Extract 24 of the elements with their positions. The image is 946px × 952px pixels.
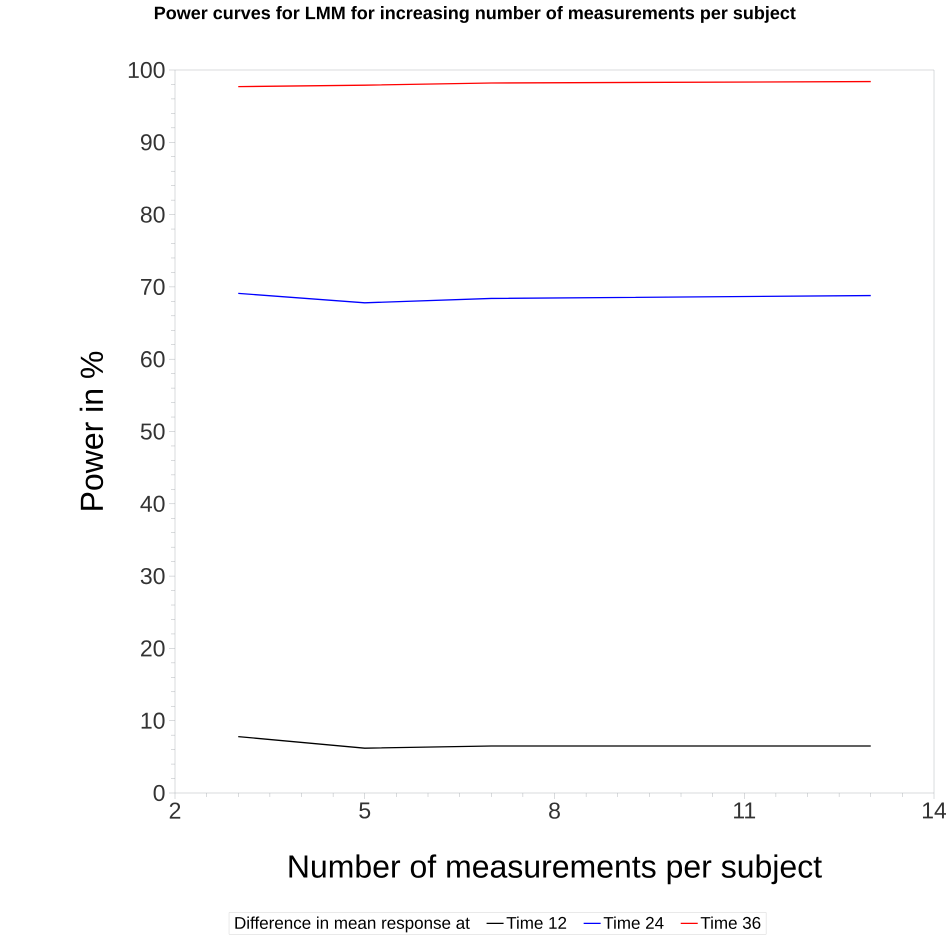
y-tick-label: 20 (141, 640, 165, 657)
y-tick-label: 100 (128, 62, 165, 78)
y-tick-label: 40 (140, 496, 165, 512)
y-tick-label: 90 (140, 134, 165, 150)
x-tick-label: 2 (170, 802, 180, 819)
line-series (238, 292, 872, 304)
x-tick-label: 14 (922, 802, 946, 818)
legend-title: Difference in mean response at (235, 916, 470, 932)
y-tick-label: 30 (140, 568, 165, 584)
y-tick-label: 60 (141, 351, 165, 368)
chart-title: Power curves for LMM for increasing number of measurements per subject (154, 6, 796, 23)
y-tick-label: 10 (142, 712, 165, 729)
legend-label: Time 12 (506, 916, 566, 929)
y-tick-label: 50 (140, 423, 165, 440)
legend-label: Time 24 (604, 916, 664, 929)
y-tick-label: 80 (140, 206, 165, 223)
legend-label: Time 36 (700, 916, 760, 929)
y-tick-label: 0 (154, 784, 165, 802)
x-axis-title: Number of measurements per subject (289, 854, 822, 884)
y-axis-title: Power in % (80, 352, 104, 510)
x-tick-label: 8 (549, 802, 560, 819)
y-tick-label: 70 (141, 278, 165, 296)
x-tick-label: 11 (734, 802, 756, 818)
x-tick-label: 5 (359, 802, 370, 819)
